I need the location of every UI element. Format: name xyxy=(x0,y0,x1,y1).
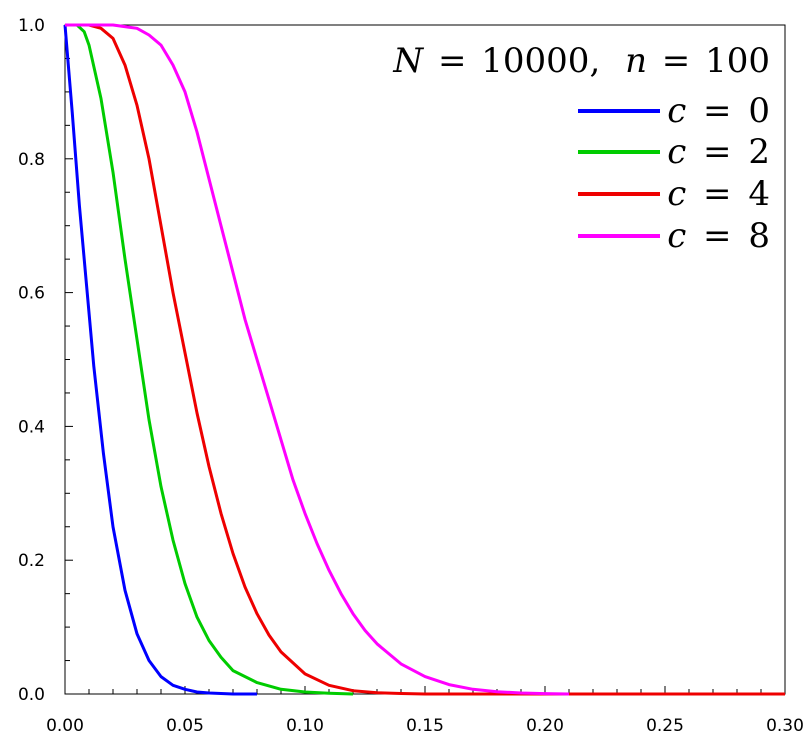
legend-c2-symbol: c xyxy=(667,132,686,172)
legend-entry-c4: c = 4 xyxy=(578,174,770,214)
y-tick-label: 1.0 xyxy=(18,16,45,36)
legend-label-c4: c = 4 xyxy=(667,174,770,214)
y-tick-label: 0.8 xyxy=(18,150,45,170)
annotation-N-symbol: N xyxy=(392,41,424,81)
y-tick-label: 0.0 xyxy=(18,685,45,705)
x-tick-label: 0.05 xyxy=(166,716,204,736)
annotation-eq2: = xyxy=(662,41,691,81)
annotation-text: N = 10000, n = 100 xyxy=(392,41,770,81)
annotation-n-value: 100 xyxy=(705,41,770,81)
y-tick-label: 0.4 xyxy=(18,417,45,437)
legend-c8-eq: = xyxy=(703,216,732,256)
series-line-c0 xyxy=(63,24,257,696)
series-line-c8 xyxy=(65,23,570,696)
y-tick-label: 0.2 xyxy=(18,551,45,571)
legend-c4-symbol: c xyxy=(667,174,686,214)
legend-c8-symbol: c xyxy=(667,216,686,256)
annotation-n-symbol: n xyxy=(625,41,647,81)
legend-c0-symbol: c xyxy=(667,91,686,131)
legend-c4-value: 4 xyxy=(748,174,770,214)
x-tick-label: 0.10 xyxy=(286,716,324,736)
legend-c2-value: 2 xyxy=(748,132,770,172)
x-tick-label: 0.15 xyxy=(406,716,444,736)
annotation-N-value: 10000, xyxy=(481,41,600,81)
legend-c4-eq: = xyxy=(703,174,732,214)
x-tick-label: 0.20 xyxy=(526,716,564,736)
series-lines xyxy=(63,23,785,696)
legend-c8-value: 8 xyxy=(748,216,770,256)
y-axis-ticks: 0.0 0.2 0.4 0.6 0.8 1.0 xyxy=(18,16,73,705)
legend-entry-c0: c = 0 xyxy=(578,91,770,131)
x-tick-label: 0.30 xyxy=(766,716,804,736)
legend-c0-value: 0 xyxy=(748,91,770,131)
legend-label-c8: c = 8 xyxy=(667,216,770,256)
legend-label-c0: c = 0 xyxy=(667,91,770,131)
x-tick-label: 0.00 xyxy=(46,716,84,736)
x-tick-label: 0.25 xyxy=(646,716,684,736)
series-line-c4 xyxy=(65,23,785,696)
legend-entry-c2: c = 2 xyxy=(578,132,770,172)
legend-c0-eq: = xyxy=(703,91,732,131)
annotation-eq1: = xyxy=(438,41,467,81)
legend-c2-eq: = xyxy=(703,132,732,172)
legend-label-c2: c = 2 xyxy=(667,132,770,172)
x-axis-ticks: 0.00 0.05 0.10 0.15 0.20 0.25 0.30 xyxy=(46,686,804,736)
legend: c = 0 c = 2 c = 4 c = xyxy=(578,91,770,256)
series-line-c2 xyxy=(65,23,354,696)
legend-entry-c8: c = 8 xyxy=(578,216,770,256)
y-tick-label: 0.6 xyxy=(18,284,45,304)
